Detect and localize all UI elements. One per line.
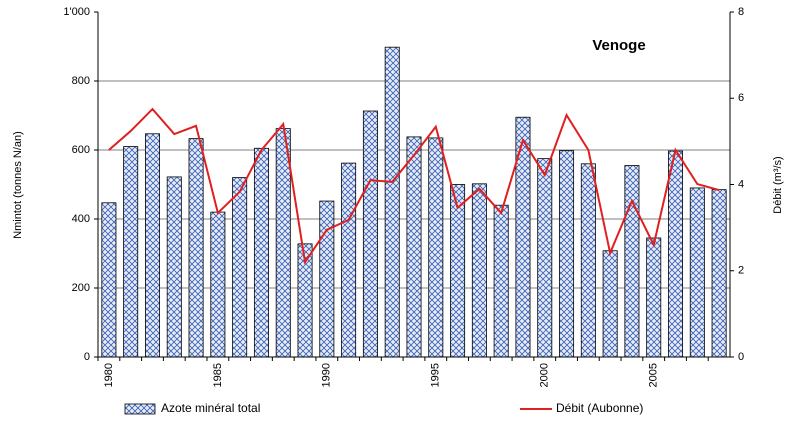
bar — [559, 150, 575, 358]
bar — [668, 150, 684, 358]
y-tick-label: 1'000 — [63, 6, 90, 18]
bar — [275, 128, 291, 358]
y-axis-title: Nmintot (tonnes N/an) — [12, 131, 24, 239]
bar — [341, 162, 357, 358]
x-tick-label: 1990 — [321, 363, 333, 387]
bar — [624, 165, 640, 358]
y2-tick-label: 2 — [738, 265, 744, 277]
x-tick-label: 2005 — [648, 363, 660, 387]
y-tick-label: 400 — [72, 213, 90, 225]
bar — [253, 147, 269, 358]
bar — [188, 138, 204, 358]
bar — [646, 237, 662, 358]
legend-label: Débit (Aubonne) — [556, 401, 643, 415]
bar — [232, 177, 248, 358]
bar — [166, 176, 182, 358]
annotation: Venoge — [592, 37, 645, 54]
x-tick-label: 1985 — [212, 363, 224, 387]
y2-tick-label: 4 — [738, 178, 744, 190]
y-tick-label: 800 — [72, 75, 90, 87]
bar — [123, 146, 139, 358]
y2-axis-title: Débit (m³/s) — [772, 156, 784, 213]
bar — [471, 183, 487, 358]
bar — [450, 184, 466, 358]
bar — [493, 204, 509, 358]
x-tick-label: 1980 — [103, 363, 115, 387]
bar — [101, 202, 117, 358]
bar — [384, 46, 400, 358]
x-tick-label: 1995 — [430, 363, 442, 387]
bar — [711, 189, 727, 358]
bar — [537, 158, 553, 358]
bar — [689, 187, 705, 358]
y2-tick-label: 8 — [738, 6, 744, 18]
y-tick-label: 200 — [72, 282, 90, 294]
bar — [428, 137, 444, 358]
bar — [602, 250, 618, 358]
bar — [319, 200, 335, 358]
y2-tick-label: 0 — [738, 351, 744, 363]
bar — [406, 136, 422, 358]
annotation-box — [574, 32, 664, 60]
line — [108, 107, 720, 265]
y-tick-label: 0 — [84, 351, 90, 363]
y2-tick-label: 6 — [738, 92, 744, 104]
legend-swatch — [124, 403, 156, 415]
bar — [210, 211, 226, 358]
bar — [144, 133, 160, 358]
x-tick-label: 2000 — [539, 363, 551, 387]
legend-label: Azote minéral total — [161, 401, 260, 415]
bar — [362, 110, 378, 358]
bar — [580, 163, 596, 358]
y-tick-label: 600 — [72, 144, 90, 156]
